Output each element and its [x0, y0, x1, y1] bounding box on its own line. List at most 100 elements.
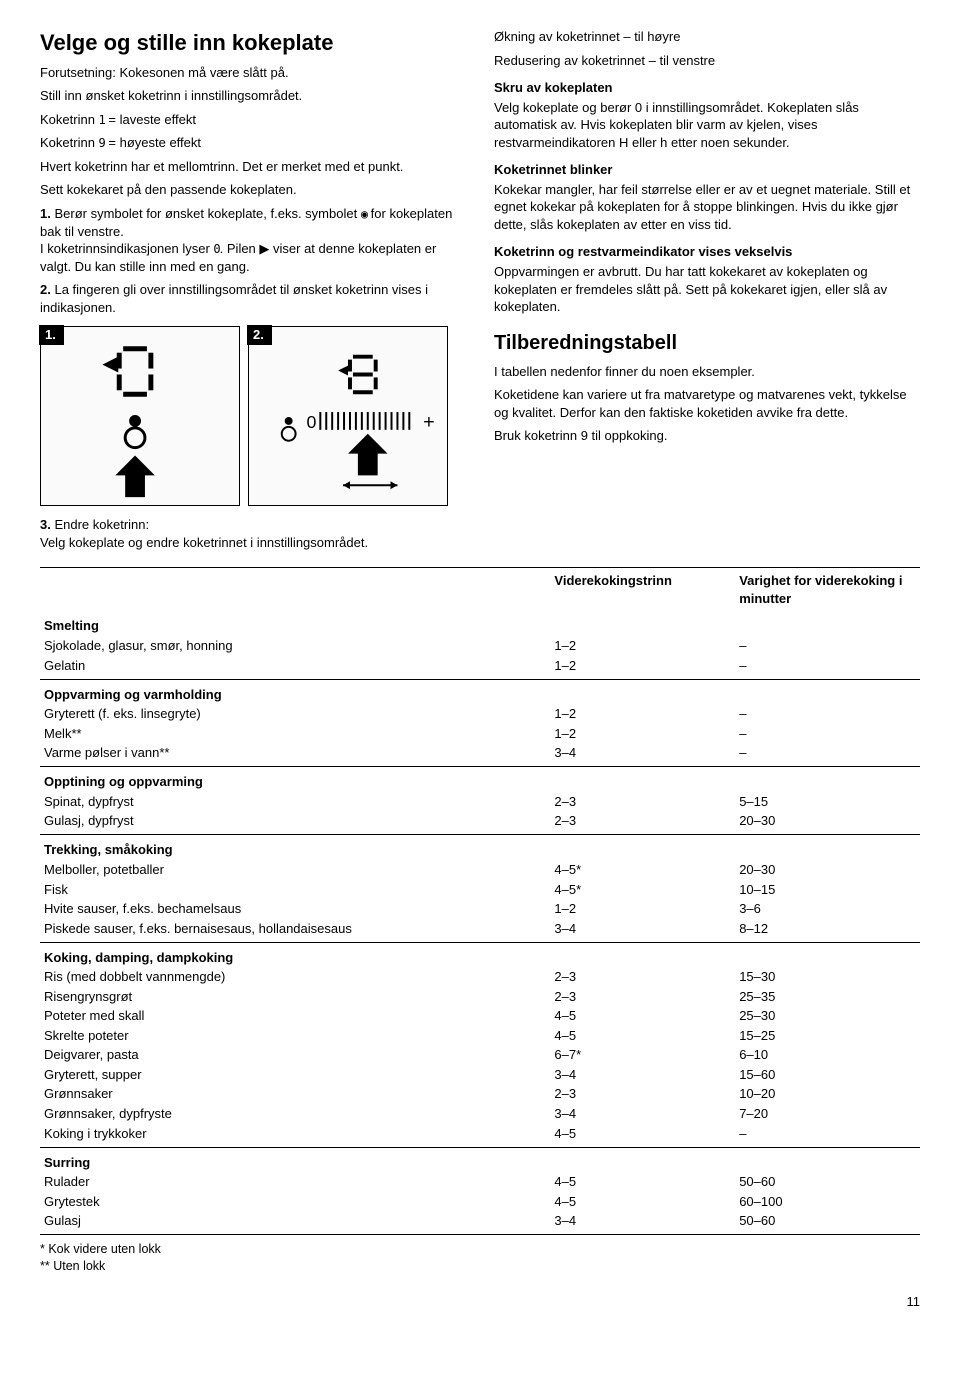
cell-level: 3–4: [550, 1211, 735, 1231]
cell-duration: 10–20: [735, 1084, 920, 1104]
intermediate: Hvert koketrinn har et mellomtrinn. Det …: [40, 158, 466, 176]
table-intro: I tabellen nedenfor finner du noen eksem…: [494, 363, 920, 381]
cell-food: Ris (med dobbelt vannmengde): [40, 967, 550, 987]
cell-duration: –: [735, 1124, 920, 1144]
prereq: Forutsetning: Kokesonen må være slått på…: [40, 64, 466, 82]
table-section-title: Surring: [40, 1147, 920, 1172]
cell-duration: 50–60: [735, 1211, 920, 1231]
table-section-head: Oppvarming og varmholding: [40, 679, 920, 704]
table-row: Rulader4–550–60: [40, 1172, 920, 1192]
cell-duration: 60–100: [735, 1192, 920, 1212]
cell-level: 3–4: [550, 1065, 735, 1085]
svg-text:+: +: [423, 411, 435, 433]
left-column: Velge og stille inn kokeplate Forutsetni…: [40, 28, 466, 557]
cell-duration: 10–15: [735, 880, 920, 900]
table-row: Varme pølser i vann**3–4–: [40, 743, 920, 763]
table-row: Ris (med dobbelt vannmengde)2–315–30: [40, 967, 920, 987]
table-row: Melboller, potetballer4–5*20–30: [40, 860, 920, 880]
cell-duration: 20–30: [735, 811, 920, 831]
cell-duration: 8–12: [735, 919, 920, 939]
step-1: 1. Berør symbolet for ønsket kokeplate, …: [40, 205, 466, 275]
cell-food: Gryterett (f. eks. linsegryte): [40, 704, 550, 724]
table-section-head: Surring: [40, 1147, 920, 1172]
cell-duration: 6–10: [735, 1045, 920, 1065]
table-row: Grytestek4–560–100: [40, 1192, 920, 1212]
cell-food: Sjokolade, glasur, smør, honning: [40, 636, 550, 656]
cell-level: 1–2: [550, 724, 735, 744]
cell-duration: 7–20: [735, 1104, 920, 1124]
footnote-2: ** Uten lokk: [40, 1258, 920, 1275]
cooking-table: Viderekokingstrinn Varighet for videreko…: [40, 568, 920, 1235]
cell-duration: 15–60: [735, 1065, 920, 1085]
cell-duration: 15–25: [735, 1026, 920, 1046]
table-row: Fisk4–5*10–15: [40, 880, 920, 900]
cell-food: Spinat, dypfryst: [40, 792, 550, 812]
heading-alt: Koketrinn og restvarmeindikator vises ve…: [494, 243, 920, 261]
table-section-title: Koking, damping, dampkoking: [40, 942, 920, 967]
figure-1-label: 1.: [39, 325, 64, 345]
table-row: Gryterett (f. eks. linsegryte)1–2–: [40, 704, 920, 724]
cell-level: 2–3: [550, 967, 735, 987]
table-note: Koketidene kan variere ut fra matvaretyp…: [494, 386, 920, 421]
figure-2-label: 2.: [247, 325, 272, 345]
right-column: Økning av koketrinnet – til høyre Reduse…: [494, 28, 920, 557]
cell-food: Melboller, potetballer: [40, 860, 550, 880]
cell-food: Koking i trykkoker: [40, 1124, 550, 1144]
figure-1-svg: [41, 327, 239, 505]
cell-food: Deigvarer, pasta: [40, 1045, 550, 1065]
table-head-duration: Varighet for viderekoking i minutter: [735, 568, 920, 611]
highest: Koketrinn 9 = høyeste effekt: [40, 134, 466, 152]
cell-duration: 5–15: [735, 792, 920, 812]
cell-level: 4–5: [550, 1172, 735, 1192]
turnoff-text: Velg kokeplate og berør 0 i innstillings…: [494, 99, 920, 152]
cell-level: 3–4: [550, 1104, 735, 1124]
alt-text: Oppvarmingen er avbrutt. Du har tatt kok…: [494, 263, 920, 316]
cell-level: 4–5*: [550, 880, 735, 900]
cell-duration: –: [735, 704, 920, 724]
cell-duration: –: [735, 656, 920, 676]
svg-text:0: 0: [306, 412, 316, 432]
table-row: Sjokolade, glasur, smør, honning1–2–: [40, 636, 920, 656]
table-section-head: Opptining og oppvarming: [40, 767, 920, 792]
cell-level: 1–2: [550, 704, 735, 724]
cell-duration: –: [735, 724, 920, 744]
table-row: Poteter med skall4–525–30: [40, 1006, 920, 1026]
table-section-head: Smelting: [40, 611, 920, 636]
cell-level: 2–3: [550, 1084, 735, 1104]
cell-duration: 3–6: [735, 899, 920, 919]
cell-food: Gulasj, dypfryst: [40, 811, 550, 831]
figure-2: 2. 0: [248, 326, 448, 506]
table-boil: Bruk koketrinn 9 til oppkoking.: [494, 427, 920, 445]
step-3: 3. Endre koketrinn: Velg kokeplate og en…: [40, 516, 466, 551]
step-2: 2. La fingeren gli over innstillingsområ…: [40, 281, 466, 316]
footnote-1: * Kok videre uten lokk: [40, 1241, 920, 1258]
heading-main: Velge og stille inn kokeplate: [40, 28, 466, 58]
heading-table: Tilberedningstabell: [494, 330, 920, 357]
cell-duration: 20–30: [735, 860, 920, 880]
cell-level: 1–2: [550, 636, 735, 656]
cell-food: Skrelte poteter: [40, 1026, 550, 1046]
table-row: Gulasj3–450–60: [40, 1211, 920, 1231]
table-section-head: Koking, damping, dampkoking: [40, 942, 920, 967]
cell-duration: 50–60: [735, 1172, 920, 1192]
table-head-level: Viderekokingstrinn: [550, 568, 735, 611]
table-row: Piskede sauser, f.eks. bernaisesaus, hol…: [40, 919, 920, 939]
instruction: Still inn ønsket koketrinn i innstilling…: [40, 87, 466, 105]
heading-blink: Koketrinnet blinker: [494, 161, 920, 179]
table-section-title: Oppvarming og varmholding: [40, 679, 920, 704]
table-section-title: Smelting: [40, 611, 920, 636]
cell-food: Piskede sauser, f.eks. bernaisesaus, hol…: [40, 919, 550, 939]
decrease: Redusering av koketrinnet – til venstre: [494, 52, 920, 70]
cell-food: Fisk: [40, 880, 550, 900]
cell-level: 4–5: [550, 1026, 735, 1046]
figure-1: 1.: [40, 326, 240, 506]
table-row: Hvite sauser, f.eks. bechamelsaus1–23–6: [40, 899, 920, 919]
cell-level: 3–4: [550, 919, 735, 939]
cell-duration: 15–30: [735, 967, 920, 987]
cell-duration: –: [735, 636, 920, 656]
cell-food: Grønnsaker, dypfryste: [40, 1104, 550, 1124]
table-row: Grønnsaker, dypfryste3–47–20: [40, 1104, 920, 1124]
cell-level: 2–3: [550, 987, 735, 1007]
cell-food: Risengrynsgrøt: [40, 987, 550, 1007]
cell-level: 2–3: [550, 792, 735, 812]
